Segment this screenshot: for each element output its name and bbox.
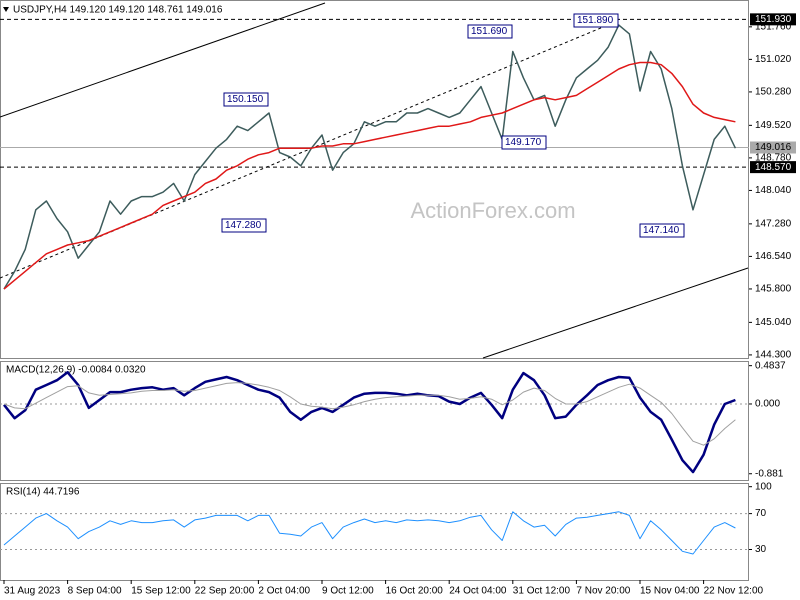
annotation: 147.140 bbox=[643, 225, 680, 236]
rsi-pane bbox=[0, 483, 749, 581]
rsi-title: RSI(14) 44.7196 bbox=[6, 487, 80, 498]
y-tick-label: 151.020 bbox=[755, 54, 792, 65]
y-tick-label: 144.300 bbox=[755, 350, 792, 361]
series-line bbox=[3, 382, 736, 446]
series-line bbox=[3, 24, 737, 290]
series-line bbox=[3, 371, 736, 474]
annotation-box bbox=[501, 135, 547, 150]
macd-title: MACD(12,26,9) -0.0084 0.0320 bbox=[6, 365, 146, 376]
y-tick-label: 70 bbox=[755, 508, 767, 519]
x-tick-label: 24 Oct 04:00 bbox=[449, 586, 507, 597]
pane-frames bbox=[0, 0, 749, 581]
annotation-box bbox=[223, 92, 269, 107]
chart-title: USDJPY,H4 149.120 149.120 148.761 149.01… bbox=[13, 5, 223, 16]
last-price-box bbox=[750, 141, 796, 154]
series-line bbox=[3, 511, 736, 555]
x-tick-label: 15 Nov 04:00 bbox=[640, 586, 700, 597]
series-line bbox=[3, 61, 736, 290]
last-price-label: 149.016 bbox=[755, 142, 792, 153]
x-tick-label: 31 Oct 12:00 bbox=[513, 586, 571, 597]
x-tick-label: 7 Nov 20:00 bbox=[576, 586, 630, 597]
level-label: 148.570 bbox=[755, 162, 792, 173]
y-tick-label: 148.040 bbox=[755, 185, 792, 196]
x-tick-label: 22 Nov 12:00 bbox=[704, 586, 764, 597]
price-pane bbox=[0, 0, 749, 359]
y-tick-label: 150.280 bbox=[755, 87, 792, 98]
annotation: 151.690 bbox=[471, 26, 508, 37]
y-tick-label: -0.881 bbox=[755, 468, 784, 479]
annotation: 149.170 bbox=[505, 137, 542, 148]
macd-pane bbox=[0, 361, 749, 481]
y-tick-label: 145.800 bbox=[755, 284, 792, 295]
y-tick-label: 149.520 bbox=[755, 120, 792, 131]
y-tick-label: 145.040 bbox=[755, 317, 792, 328]
symbol-arrow bbox=[3, 7, 9, 12]
x-tick-label: 8 Sep 04:00 bbox=[68, 586, 122, 597]
y-tick-label: 148.780 bbox=[755, 153, 792, 164]
annotation-box bbox=[573, 13, 619, 28]
annotation: 147.280 bbox=[225, 220, 262, 231]
x-tick-label: 15 Sep 12:00 bbox=[131, 586, 191, 597]
x-tick-label: 22 Sep 20:00 bbox=[195, 586, 255, 597]
y-tick-label: 0.4837 bbox=[755, 360, 786, 371]
y-tick-label: 30 bbox=[755, 544, 767, 555]
x-tick-label: 2 Oct 04:00 bbox=[258, 586, 310, 597]
y-tick-label: 146.540 bbox=[755, 251, 792, 262]
annotation: 150.150 bbox=[227, 94, 264, 105]
level-box bbox=[750, 161, 796, 174]
level-label: 151.930 bbox=[755, 14, 792, 25]
annotation-box bbox=[221, 218, 267, 233]
x-tick-label: 16 Oct 20:00 bbox=[386, 586, 444, 597]
annotation-box bbox=[467, 24, 513, 39]
y-tick-label: 100 bbox=[755, 481, 772, 492]
channel-lower bbox=[482, 267, 749, 359]
x-tick-label: 9 Oct 12:00 bbox=[322, 586, 374, 597]
watermark: ActionForex.com bbox=[410, 198, 575, 223]
y-tick-label: 147.280 bbox=[755, 219, 792, 230]
x-tick-label: 31 Aug 2023 bbox=[4, 586, 61, 597]
annotation-box bbox=[639, 223, 685, 238]
y-tick-label: 151.760 bbox=[755, 21, 792, 32]
y-tick-label: 0.000 bbox=[755, 399, 780, 410]
level-box bbox=[750, 13, 796, 26]
annotation: 151.890 bbox=[577, 15, 614, 26]
channel-upper bbox=[0, 2, 326, 118]
